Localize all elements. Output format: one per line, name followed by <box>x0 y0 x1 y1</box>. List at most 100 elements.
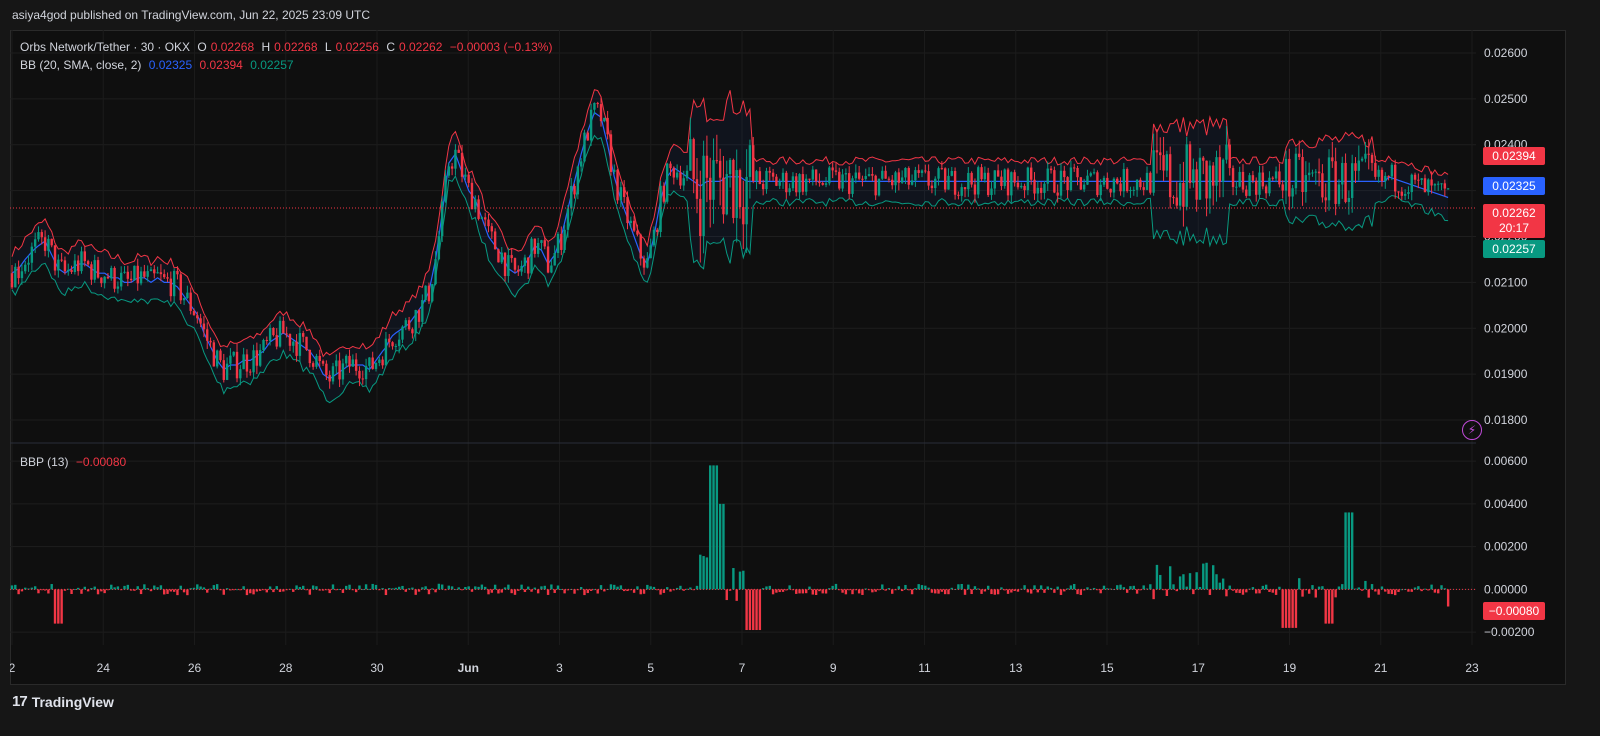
candle-body <box>639 234 642 259</box>
bbp-bar <box>490 589 494 593</box>
bbp-bar <box>851 589 854 595</box>
bbp-bar <box>583 589 586 596</box>
bbp-bar <box>96 589 100 595</box>
bbp-bar <box>427 589 431 595</box>
bbp-bar <box>1096 589 1099 591</box>
candle-body <box>1430 179 1433 186</box>
bbp-bar <box>1347 512 1351 590</box>
candle-body <box>771 172 775 177</box>
bbp-legend[interactable]: BBP (13) −0.00080 <box>20 455 130 469</box>
bb-legend[interactable]: BB (20, SMA, close, 2) 0.02325 0.02394 0… <box>20 58 298 72</box>
time-axis[interactable]: 2 24 26 28 30 Jun 3 5 7 9 11 13 15 17 19 21 23 <box>10 661 1479 675</box>
bbp-bar <box>43 589 47 591</box>
candle-body <box>527 257 530 274</box>
bbp-bar <box>1030 589 1033 594</box>
candle-body <box>540 240 543 243</box>
candle-body <box>1248 175 1251 196</box>
candle-body <box>447 166 450 176</box>
candle-body <box>225 363 229 380</box>
candle-body <box>311 363 315 367</box>
candle-body <box>616 169 619 201</box>
candle-body <box>189 292 192 311</box>
candle-body <box>871 174 874 176</box>
price-chart[interactable]: 0.026000.025000.024000.023000.022000.021… <box>10 30 1566 685</box>
bbp-bar <box>1317 586 1321 590</box>
candle-body <box>60 259 63 261</box>
candle-body <box>328 375 331 382</box>
candle-body <box>861 178 864 180</box>
time-tick-label: 24 <box>97 661 111 675</box>
bbp-bar <box>431 588 434 590</box>
candle-body <box>302 333 305 337</box>
bbp-bar <box>252 589 255 595</box>
candle-body <box>169 278 173 297</box>
bbp-bar <box>1354 588 1357 590</box>
candle-body <box>1063 170 1066 178</box>
bbp-bar <box>685 588 689 590</box>
price-axis[interactable]: 0.026000.025000.024000.023000.022000.021… <box>1484 46 1535 639</box>
bbp-bar <box>1321 586 1324 590</box>
candle-body <box>1400 191 1404 196</box>
candle-body <box>1331 157 1334 162</box>
bbp-bar <box>778 589 781 593</box>
bbp-bar <box>917 584 920 590</box>
bbp-bar <box>530 589 533 592</box>
candle-body <box>275 335 278 347</box>
bbp-bar <box>795 589 798 594</box>
candle-body <box>828 167 831 184</box>
bbp-bar <box>20 589 24 592</box>
candle-body <box>123 271 126 273</box>
bbp-histogram <box>10 465 1476 631</box>
candle-body <box>1274 171 1278 179</box>
bbp-bar <box>37 589 40 594</box>
chart-frame[interactable] <box>10 30 1566 685</box>
candle-body <box>371 357 374 369</box>
bbp-bar <box>189 588 192 590</box>
bbp-bar <box>573 589 576 594</box>
candle-body <box>900 177 904 183</box>
candle-body <box>487 219 490 227</box>
bbp-bar <box>616 586 619 590</box>
bbp-bar <box>10 585 14 590</box>
bbp-bar <box>1079 589 1083 595</box>
bbp-bar <box>1165 589 1169 596</box>
bbp-bar <box>563 589 566 594</box>
candle-body <box>1149 172 1152 193</box>
candle-body <box>1241 171 1245 190</box>
bb-upper-value: 0.02394 <box>199 58 243 72</box>
bbp-bar <box>1258 589 1261 594</box>
candle-body <box>626 197 629 224</box>
bbp-bar <box>831 585 834 590</box>
candle-body <box>824 183 828 185</box>
lightning-icon[interactable]: ⚡ <box>1462 420 1482 440</box>
candle-body <box>1188 144 1192 183</box>
candle-body <box>1374 162 1377 177</box>
bbp-bar <box>401 585 404 590</box>
price-tick-label: 0.02100 <box>1484 275 1528 289</box>
bbp-bar <box>411 587 414 590</box>
candle-body <box>586 132 589 141</box>
bbp-bar <box>1003 589 1006 591</box>
basis-tag: 0.02325 <box>1483 177 1545 195</box>
candle-body <box>484 217 487 220</box>
bbp-bar <box>454 589 457 590</box>
bbp-bar <box>1374 589 1377 592</box>
candle-body <box>967 172 970 190</box>
candle-body <box>129 278 133 281</box>
candle-body <box>973 184 977 195</box>
bbp-bar <box>1394 589 1397 596</box>
candle-body <box>818 181 821 184</box>
candle-body <box>589 109 593 141</box>
tradingview-logo[interactable]: 17 TradingView <box>12 693 114 710</box>
upper-band-tag: 0.02394 <box>1483 147 1545 165</box>
bbp-bar <box>129 589 133 591</box>
candle-body <box>10 273 14 288</box>
bbp-bar <box>447 585 450 590</box>
time-tick-label: 13 <box>1009 661 1023 675</box>
bbp-bar <box>507 584 510 590</box>
candle-body <box>57 259 60 271</box>
bbp-bar <box>705 557 709 590</box>
candle-body <box>1076 167 1079 178</box>
bbp-bar <box>1172 584 1175 590</box>
symbol-legend[interactable]: Orbs Network/Tether · 30 · OKX O 0.02268 … <box>20 40 556 54</box>
